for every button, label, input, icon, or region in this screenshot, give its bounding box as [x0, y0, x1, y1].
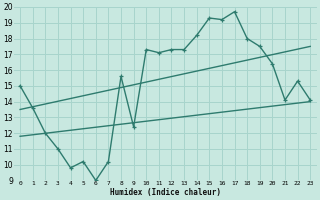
X-axis label: Humidex (Indice chaleur): Humidex (Indice chaleur): [110, 188, 221, 197]
